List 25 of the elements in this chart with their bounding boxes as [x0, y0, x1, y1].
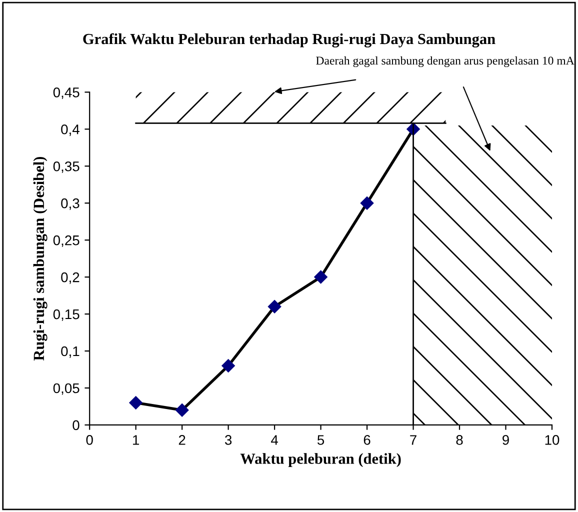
x-tick-label: 5: [317, 435, 324, 445]
x-tick-label: 10: [545, 435, 560, 445]
text: Daerah gagal sambung dengan arus pengelasan 10 mA: [316, 56, 574, 68]
x-tick-label: 1: [133, 435, 140, 445]
x-tick-label: 3: [224, 435, 232, 445]
y-tick-label: 0,35: [53, 161, 80, 173]
y-tick-label: 0,15: [53, 309, 80, 321]
y-tick-label: 0,4: [61, 124, 80, 136]
y-tick-label: 0,25: [53, 235, 80, 247]
y-tick-label: 0: [72, 420, 80, 430]
x-tick-label: 4: [271, 435, 278, 445]
x-tick-label: 8: [456, 435, 463, 445]
x-tick-label: 0: [86, 435, 93, 445]
y-tick-label: 0,3: [61, 198, 80, 210]
x-tick-label: 2: [178, 435, 186, 445]
y-axis-title: Rugi-rugi sambungan (Desibel): [33, 156, 48, 361]
x-axis-title: Waktu peleburan (detik): [240, 453, 401, 468]
x-tick-label: 7: [410, 435, 416, 445]
y-tick-label: 0,45: [53, 87, 80, 99]
y-tick-label: 0,1: [61, 346, 80, 358]
x-tick-label: 6: [364, 435, 370, 445]
x-tick-label: 9: [502, 435, 509, 445]
chart-title: Grafik Waktu Peleburan terhadap Rugi-rugi Daya Sambungan: [83, 33, 496, 48]
y-tick-label: 0,2: [61, 272, 80, 284]
y-tick-label: 0,05: [53, 383, 80, 395]
